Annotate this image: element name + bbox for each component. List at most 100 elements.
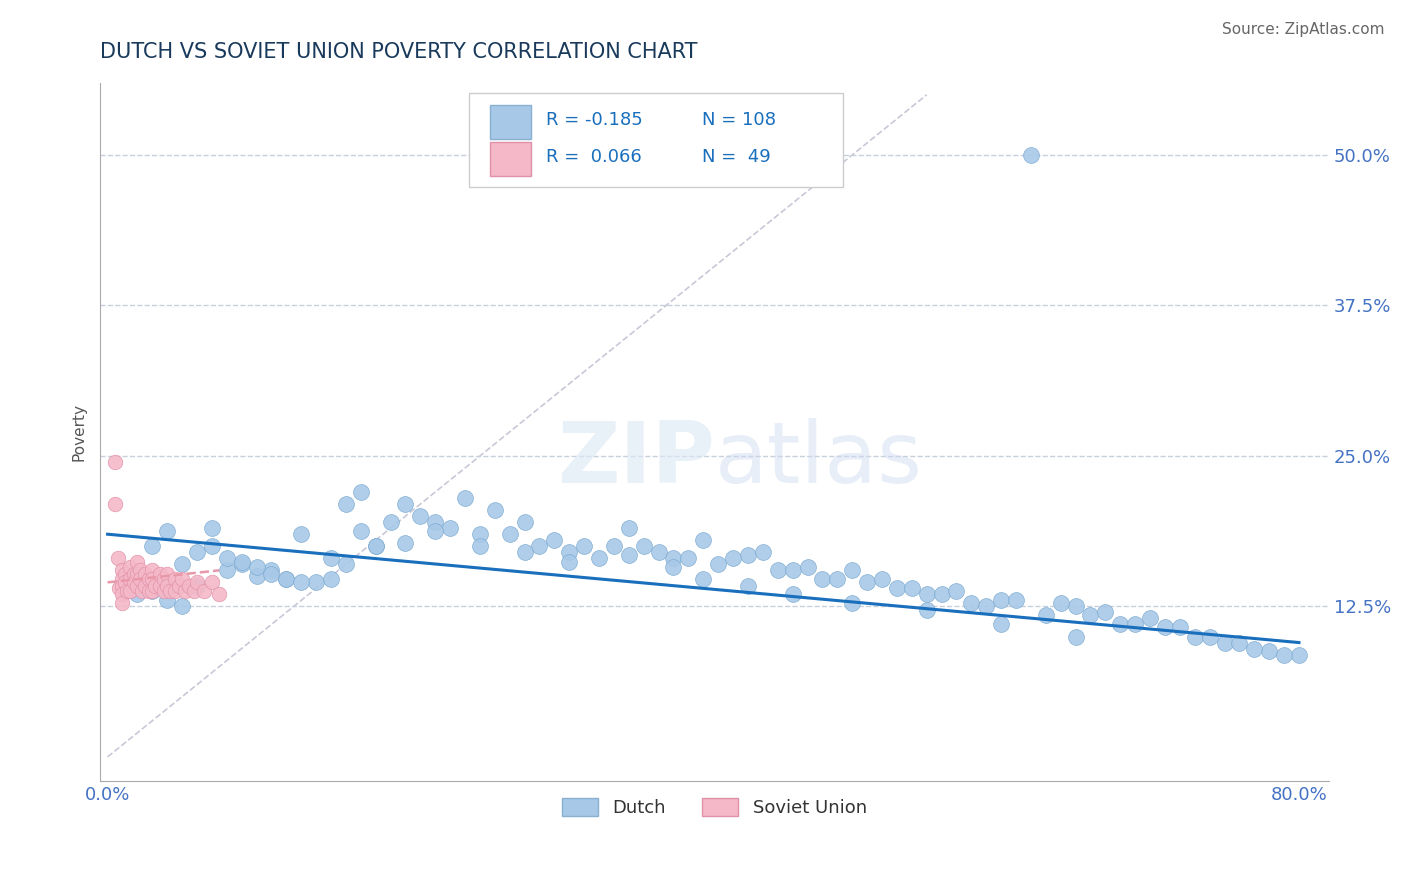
Point [409,509,432,524]
Point [141,539,163,553]
Point [134,566,156,581]
Point [572,539,595,553]
Point [141,583,163,598]
Point [335,558,357,572]
Point [143,579,166,593]
Point [737,579,759,593]
Point [111,596,134,610]
Point [231,558,253,572]
Point [662,551,685,566]
Point [114,575,136,590]
Point [305,575,328,590]
Point [260,566,283,581]
Point [129,572,152,586]
Point [170,599,193,614]
Point [900,582,922,596]
Point [454,491,477,505]
Point [215,563,238,577]
Point [558,555,581,569]
Point [201,521,224,535]
Y-axis label: Poverty: Poverty [72,403,86,461]
Point [127,572,149,586]
Point [425,515,447,529]
FancyBboxPatch shape [489,142,531,176]
Text: R =  0.066: R = 0.066 [546,148,643,167]
Point [104,455,127,469]
Point [647,545,669,559]
Point [179,579,201,593]
Point [174,583,197,598]
Point [115,583,138,598]
Point [170,558,193,572]
Point [111,579,134,593]
Point [1123,617,1146,632]
Point [127,579,149,593]
Point [827,572,849,586]
Point [163,583,186,598]
Point [364,539,387,553]
Point [149,566,172,581]
Text: atlas: atlas [714,418,922,501]
Point [141,572,163,586]
Point [915,603,938,617]
Point [990,593,1012,607]
Point [159,583,181,598]
Point [931,587,953,601]
Point [104,497,127,511]
Point [156,566,179,581]
Point [156,524,179,538]
Point [617,548,640,562]
Point [127,555,149,569]
Point [201,539,224,553]
Point [118,583,141,598]
Point [163,572,186,586]
Point [245,569,267,583]
Point [319,572,342,586]
Point [692,533,714,548]
Point [170,572,193,586]
Point [186,575,208,590]
Point [124,575,146,590]
Point [662,559,685,574]
Text: Source: ZipAtlas.com: Source: ZipAtlas.com [1222,22,1385,37]
Point [319,551,342,566]
Point [468,527,491,541]
Point [558,545,581,559]
Point [127,587,149,601]
Point [1109,617,1132,632]
Point [141,563,163,577]
Point [193,583,215,598]
Point [766,563,789,577]
Point [350,485,373,500]
Point [1258,644,1281,658]
Point [513,515,536,529]
Point [1080,607,1102,622]
Point [752,545,775,559]
Point [167,579,190,593]
Point [231,555,253,569]
Point [156,593,179,607]
Point [678,551,700,566]
Point [633,539,655,553]
Point [107,551,129,566]
Text: N =  49: N = 49 [702,148,770,167]
Point [782,587,804,601]
Point [108,582,131,596]
Point [886,582,908,596]
Point [215,551,238,566]
Point [529,539,551,553]
FancyBboxPatch shape [468,94,844,187]
Point [208,587,231,601]
Point [617,521,640,535]
Point [118,559,141,574]
Point [498,527,520,541]
Point [1049,596,1071,610]
Point [1005,593,1028,607]
Point [290,527,312,541]
Point [1168,620,1191,634]
Point [1019,148,1042,162]
Point [974,599,997,614]
Point [915,587,938,601]
Point [260,563,283,577]
Point [841,596,863,610]
